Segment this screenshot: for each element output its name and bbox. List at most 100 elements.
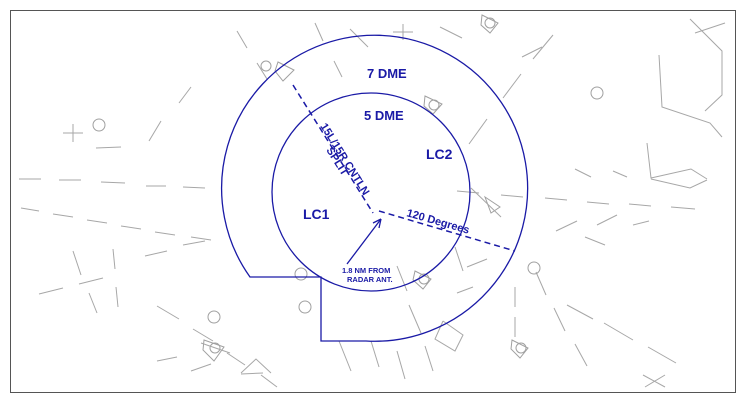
fix-circle [484,17,496,29]
waypoint-symbol [483,195,501,214]
waypoint-symbol [412,270,432,290]
background-line [314,22,324,42]
background-line [596,214,618,226]
map-frame: 7 DME 5 DME LC2 LC1 15L/15R CNTLN SPLIT … [10,10,736,393]
background-line [144,250,168,257]
background-line [470,187,502,218]
fix-circle [294,267,308,281]
background-line [240,372,264,375]
background-line [95,146,122,149]
background-line [20,207,40,212]
background-line [112,248,116,270]
radar-note-line-1: 1.8 NM FROM [342,266,390,275]
fix-circle [298,300,312,314]
background-line [439,26,463,39]
background-line [260,374,278,388]
background-line [408,304,422,334]
background-line [236,30,248,49]
background-line [566,304,594,320]
fix-circle [527,261,541,275]
background-line [38,287,64,295]
background-line [396,350,406,380]
lc1-sector-label: LC1 [303,206,330,222]
five-dme-boundary [271,92,471,292]
background-boundary [650,178,708,189]
background-line [120,225,142,230]
background-boundary [694,22,726,34]
background-line [574,343,588,367]
background-line [642,374,666,388]
radar-note-line-2: RADAR ANT. [347,275,393,284]
background-line [256,62,268,80]
background-line [190,363,212,372]
background-line [52,213,74,218]
runway-centerline-split-line [292,84,374,214]
background-line [647,346,677,364]
fix-circle [590,86,604,100]
background-line [628,203,652,207]
background-line [396,265,408,292]
background-line [574,168,592,178]
background-boundary [689,18,723,112]
background-line [544,197,568,201]
background-line [115,286,119,308]
background-line [553,307,566,332]
fix-circle [207,310,221,324]
background-line [78,277,104,285]
waypoint-symbol [480,14,499,34]
background-line [182,186,206,189]
background-line [178,86,192,104]
background-line [454,246,464,272]
background-line [338,340,352,372]
five-dme-label: 5 DME [364,108,404,123]
background-line [156,305,180,320]
background-line [603,322,634,341]
background-line [535,271,547,296]
background-boundary [240,358,272,374]
background-line [555,220,578,232]
fix-circle [209,342,221,354]
background-line [72,250,82,276]
waypoint-symbol [274,61,295,82]
waypoint-symbol [202,339,225,362]
background-boundary [658,54,723,138]
background-line [532,34,554,60]
background-line [370,340,380,368]
background-line [200,342,231,354]
background-line [182,240,206,246]
degree-boundary-line [378,210,516,252]
background-line [100,181,126,184]
background-line [154,231,176,236]
seven-dme-boundary [220,34,529,342]
background-line [468,118,488,145]
background-line [192,328,214,342]
background-line [88,292,98,314]
radar-pointer-arrow [346,218,382,265]
angle-boundary-label: 120 Degrees [405,207,471,236]
background-line [456,286,474,294]
background-line [502,73,522,99]
background-line [670,206,696,210]
background-line [584,236,606,246]
airspace-map: 7 DME 5 DME LC2 LC1 15L/15R CNTLN SPLIT … [19,14,726,388]
seven-dme-label: 7 DME [367,66,407,81]
background-boundary [646,142,708,180]
split-label-line-1: 15L/15R CNTLN [317,121,371,197]
waypoint-symbol [510,339,529,359]
background-line [586,201,610,205]
background-line [156,356,178,362]
background-line [424,345,434,372]
fix-circle [260,60,272,72]
lc2-sector-label: LC2 [426,146,453,162]
background-line [226,352,246,366]
background-line [349,28,369,48]
fix-circle [92,118,106,132]
background-line [148,120,162,142]
background-line [500,194,524,198]
background-line [86,219,108,224]
background-boundary [434,320,464,352]
background-line [521,46,543,58]
background-line [466,258,488,268]
background-line [644,374,666,388]
background-line [333,60,343,78]
